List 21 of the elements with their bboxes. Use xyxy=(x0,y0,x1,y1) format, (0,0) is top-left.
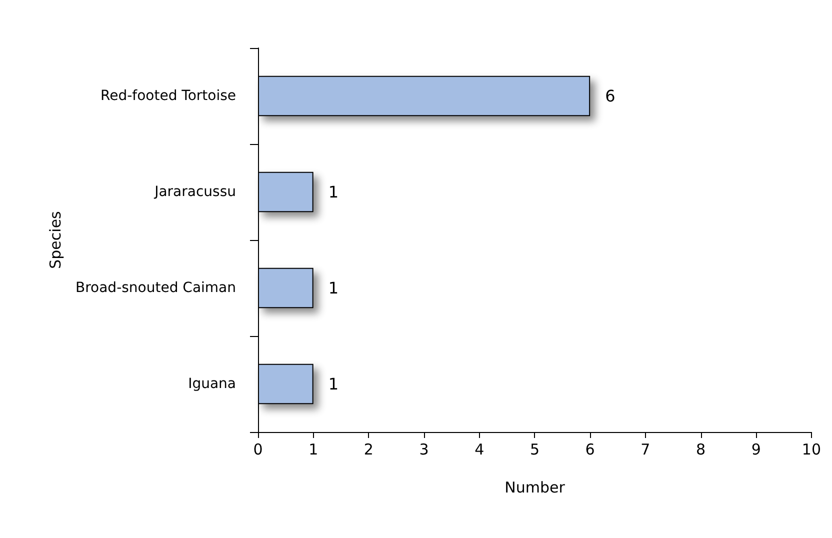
x-tick-label: 7 xyxy=(640,440,650,458)
x-axis-title: Number xyxy=(504,478,566,496)
x-tick-label: 5 xyxy=(530,440,540,458)
data-label: 1 xyxy=(328,278,339,298)
y-tick-label: Red-footed Tortoise xyxy=(100,88,236,104)
y-axis-title: Species xyxy=(46,210,64,269)
x-tick-label: 10 xyxy=(802,440,822,458)
x-tick-label: 8 xyxy=(696,440,706,458)
y-tick-label: Iguana xyxy=(188,376,236,392)
y-tick-label: Broad-snouted Caiman xyxy=(75,280,236,296)
x-tick-label: 4 xyxy=(474,440,484,458)
x-tick-label: 0 xyxy=(253,440,263,458)
data-label: 6 xyxy=(605,86,616,106)
x-tick-label: 3 xyxy=(419,440,429,458)
x-tick-label: 9 xyxy=(751,440,761,458)
data-label: 1 xyxy=(328,182,339,202)
x-tick-label: 6 xyxy=(585,440,595,458)
x-tick-label: 2 xyxy=(364,440,374,458)
data-label: 1 xyxy=(328,374,339,394)
x-tick-label: 1 xyxy=(308,440,318,458)
y-tick-label: Jararacussu xyxy=(154,184,236,200)
